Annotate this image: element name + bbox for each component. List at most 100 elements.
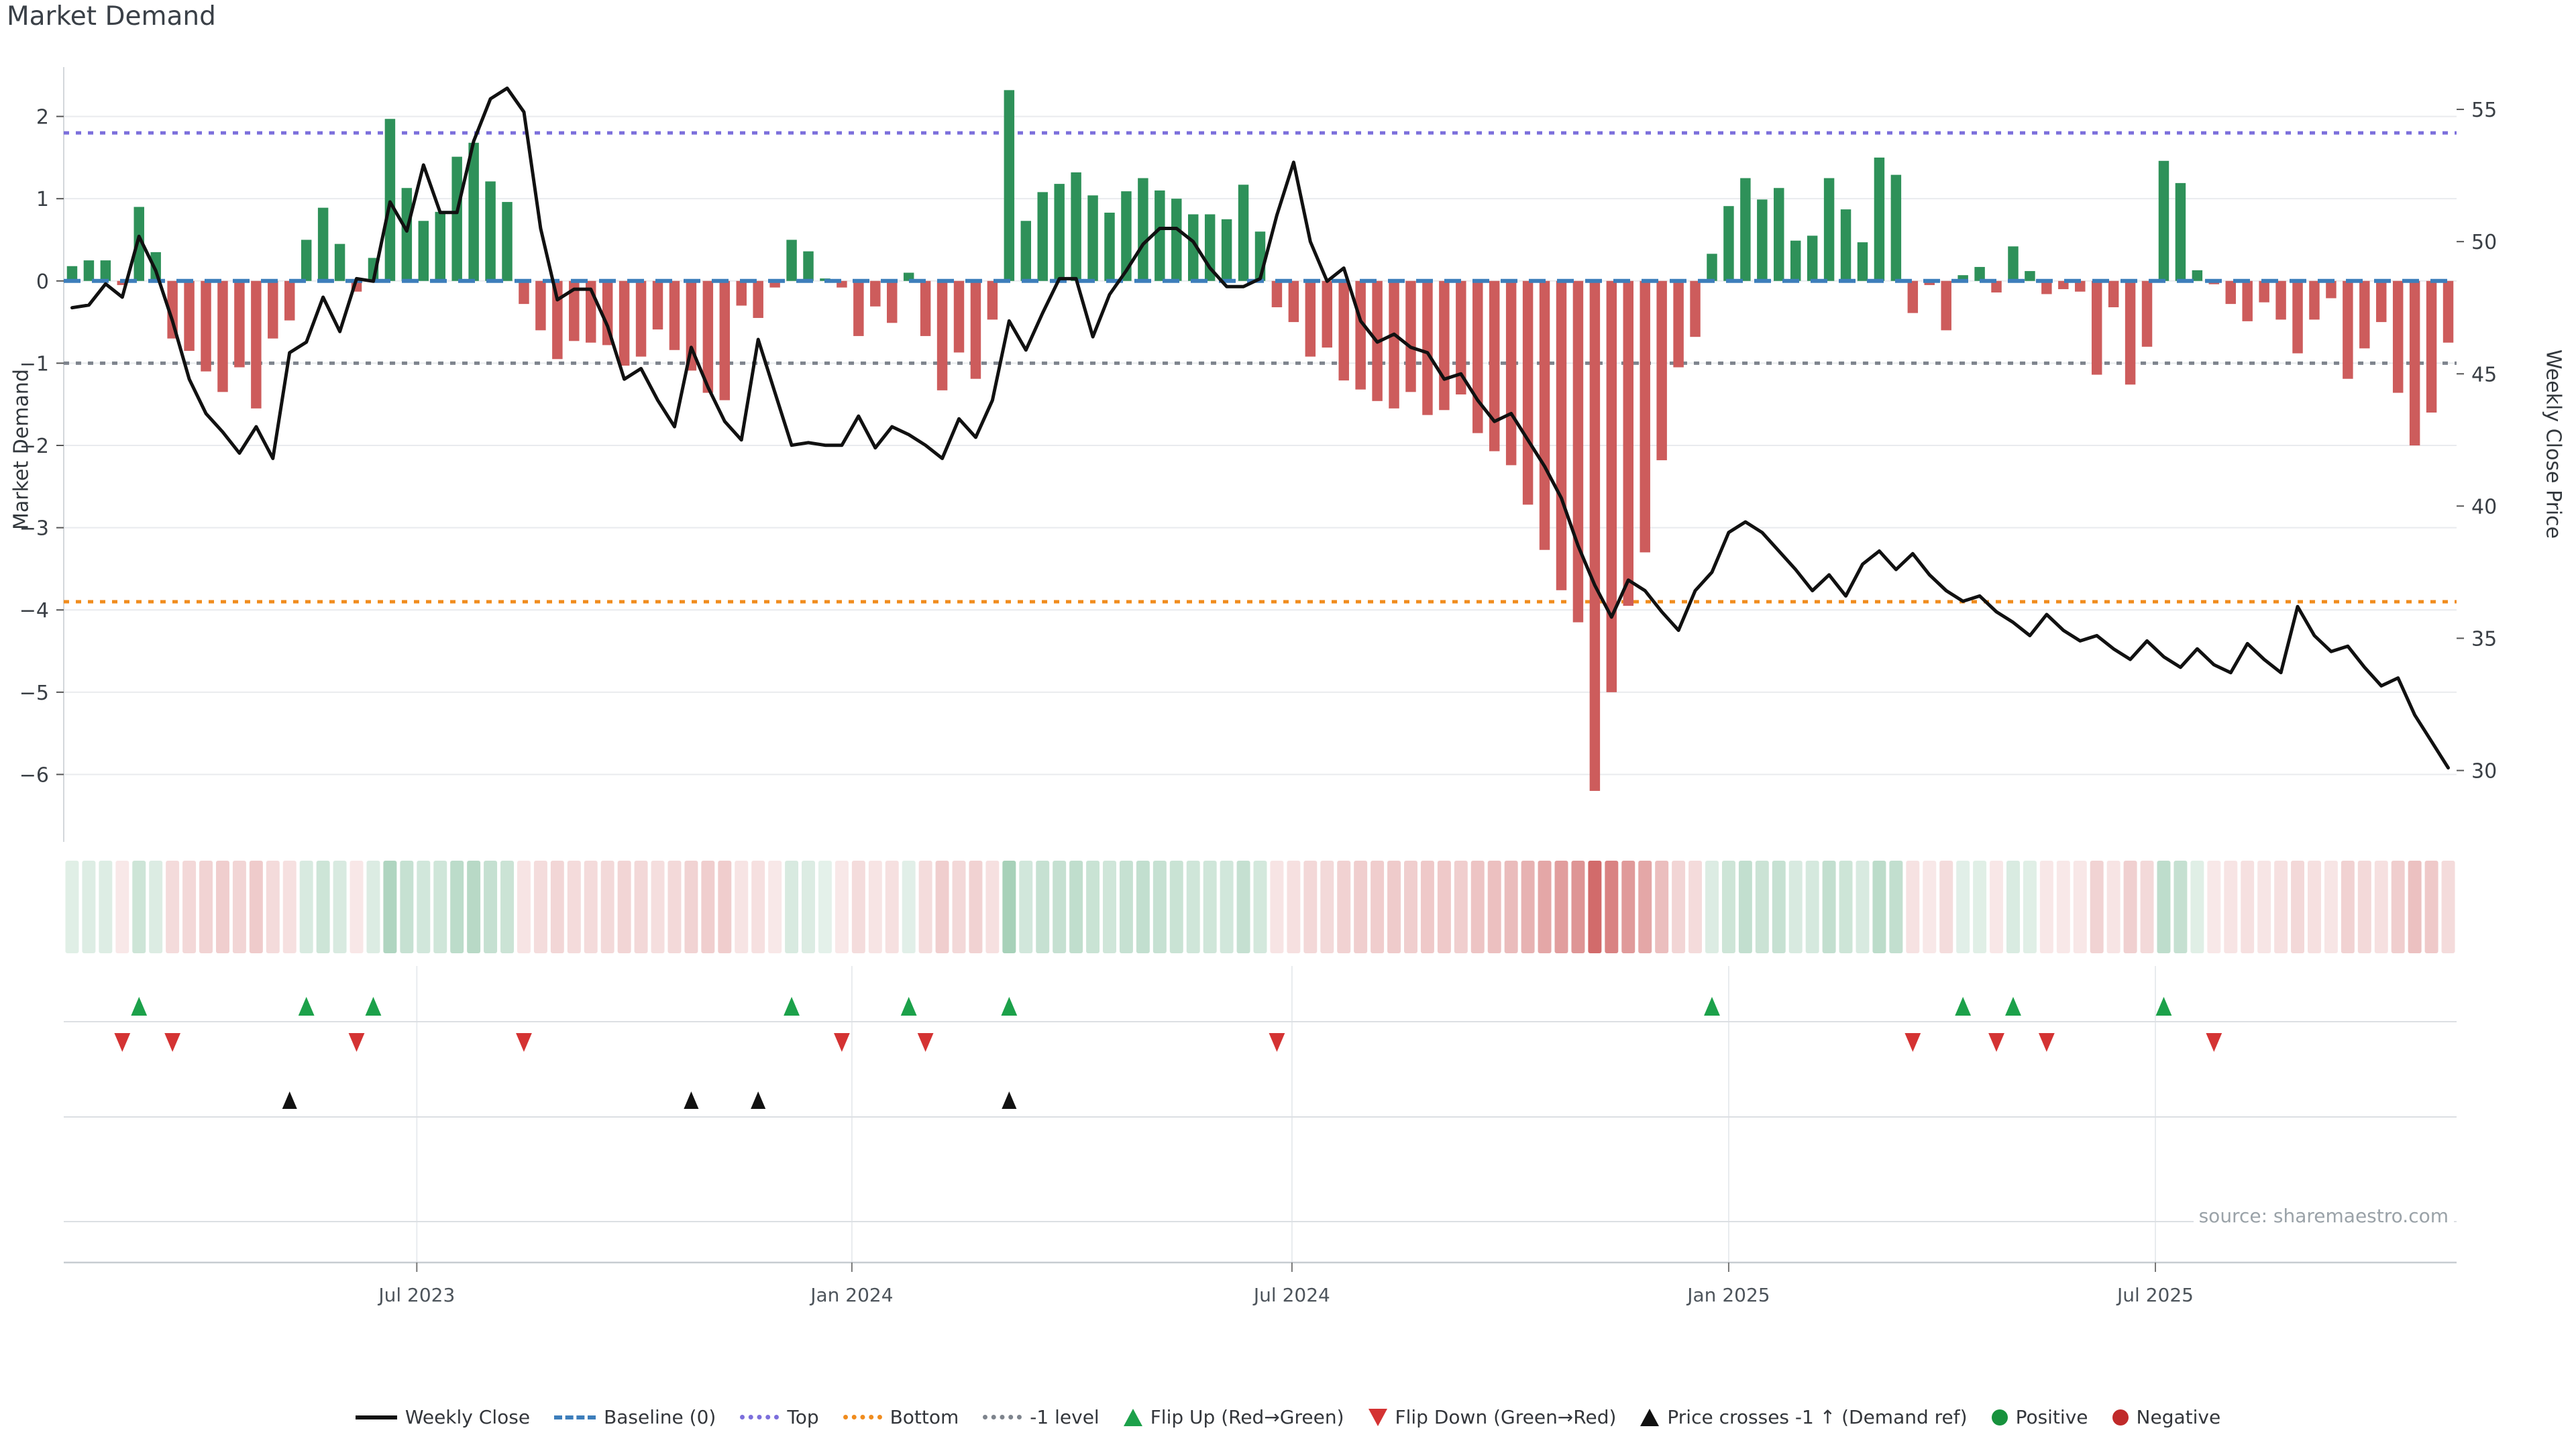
heatmap-cell — [199, 861, 213, 953]
flip-up-marker — [365, 997, 382, 1016]
heatmap-cell — [1839, 861, 1853, 953]
dotted-line-icon — [740, 1415, 780, 1419]
legend: Weekly Close Baseline (0) Top Bottom -1 leve… — [0, 1406, 2576, 1428]
right-tick-label: 35 — [2471, 627, 2497, 651]
heatmap-cell — [584, 861, 598, 953]
heatmap-cell — [99, 861, 113, 953]
demand-bar — [1355, 280, 1366, 390]
x-tick-label: Jul 2023 — [377, 1284, 455, 1306]
demand-bar — [2242, 280, 2253, 321]
flip-up-marker — [900, 997, 917, 1016]
heatmap-cell — [1420, 861, 1434, 953]
heatmap-cell — [1470, 861, 1485, 953]
demand-bar — [1673, 280, 1684, 368]
dot-icon — [1991, 1409, 2008, 1426]
demand-bar — [1740, 178, 1751, 281]
demand-bar — [1974, 266, 1985, 281]
heatmap-cell — [1320, 861, 1334, 953]
left-tick-label: −2 — [19, 435, 49, 458]
demand-bar — [317, 207, 329, 281]
demand-bar — [2025, 271, 2035, 281]
demand-bar — [2326, 280, 2337, 299]
left-tick-label: −6 — [19, 763, 49, 787]
demand-bar — [1071, 172, 1081, 281]
heatmap-cell — [751, 861, 765, 953]
demand-bar — [1489, 280, 1500, 451]
demand-bar — [1087, 195, 1098, 281]
heatmap-cell — [484, 861, 498, 953]
demand-bar — [1405, 280, 1416, 392]
demand-bar — [953, 280, 965, 353]
heatmap-cell — [2307, 861, 2321, 953]
dashed-line-icon — [554, 1415, 596, 1419]
demand-bar — [2275, 280, 2286, 320]
heatmap-cell — [1169, 861, 1183, 953]
demand-bar — [2309, 280, 2320, 320]
demand-bar — [2443, 280, 2454, 343]
heatmap-cell — [2157, 861, 2171, 953]
demand-bar — [1187, 214, 1199, 281]
demand-bar — [552, 280, 563, 360]
heatmap-cell — [818, 861, 832, 953]
heatmap-cell — [1538, 861, 1552, 953]
heatmap-cell — [2224, 861, 2238, 953]
demand-bar — [2008, 246, 2019, 281]
demand-bar — [1221, 219, 1232, 281]
heatmap-cell — [1638, 861, 1652, 953]
demand-bar — [1774, 188, 1784, 281]
demand-bar — [837, 280, 847, 288]
heatmap-cell — [1705, 861, 1719, 953]
heatmap-cell — [1019, 861, 1033, 953]
demand-bar — [1054, 184, 1065, 281]
demand-bar — [635, 280, 647, 357]
demand-bar — [1422, 280, 1433, 415]
flip-down-marker — [833, 1033, 850, 1052]
flip-up-marker — [131, 997, 148, 1016]
heatmap-cell — [132, 861, 146, 953]
demand-bar — [1389, 280, 1399, 409]
demand-bar — [401, 188, 413, 281]
demand-bar — [2158, 160, 2169, 281]
heatmap-cell — [1337, 861, 1351, 953]
page-title: Market Demand — [7, 1, 216, 32]
heatmap-cell — [550, 861, 564, 953]
heatmap-cell — [1504, 861, 1518, 953]
heatmap-cell — [166, 861, 180, 953]
demand-bar — [920, 280, 931, 336]
heatmap-cell — [2207, 861, 2221, 953]
heatmap-cell — [2023, 861, 2037, 953]
demand-bar — [870, 280, 881, 307]
heatmap-cell — [1923, 861, 1937, 953]
demand-bar — [1121, 191, 1132, 281]
heatmap-cell — [1086, 861, 1100, 953]
flip-down-marker — [1269, 1033, 1285, 1052]
heatmap-cell — [1069, 861, 1083, 953]
source-credit: source: sharemaestro.com — [2193, 1205, 2454, 1227]
heatmap-cell — [1002, 861, 1016, 953]
demand-bar — [1890, 174, 1902, 281]
demand-bar — [2058, 280, 2069, 290]
demand-bar — [1723, 206, 1734, 281]
heatmap-cell — [1303, 861, 1318, 953]
demand-bar — [2175, 182, 2186, 281]
heatmap-cell — [1621, 861, 1635, 953]
flip-up-marker — [298, 997, 315, 1016]
heatmap-cell — [1387, 861, 1401, 953]
heatmap-cell — [952, 861, 966, 953]
demand-bar — [217, 280, 228, 392]
heatmap-cell — [2056, 861, 2070, 953]
heatmap-cell — [2257, 861, 2271, 953]
demand-bar — [2409, 280, 2420, 446]
left-tick-label: −4 — [19, 599, 49, 623]
demand-bar — [1640, 280, 1650, 553]
flip-down-marker — [1904, 1033, 1921, 1052]
demand-bar — [451, 156, 462, 281]
heatmap-cell — [2241, 861, 2255, 953]
heatmap-cell — [1822, 861, 1836, 953]
heatmap-cell — [2324, 861, 2338, 953]
legend-label: Price crosses -1 ↑ (Demand ref) — [1667, 1406, 1968, 1428]
demand-bar — [83, 260, 95, 281]
demand-bar — [1556, 280, 1567, 590]
demand-bar — [1539, 280, 1550, 550]
demand-bar — [1138, 178, 1148, 281]
